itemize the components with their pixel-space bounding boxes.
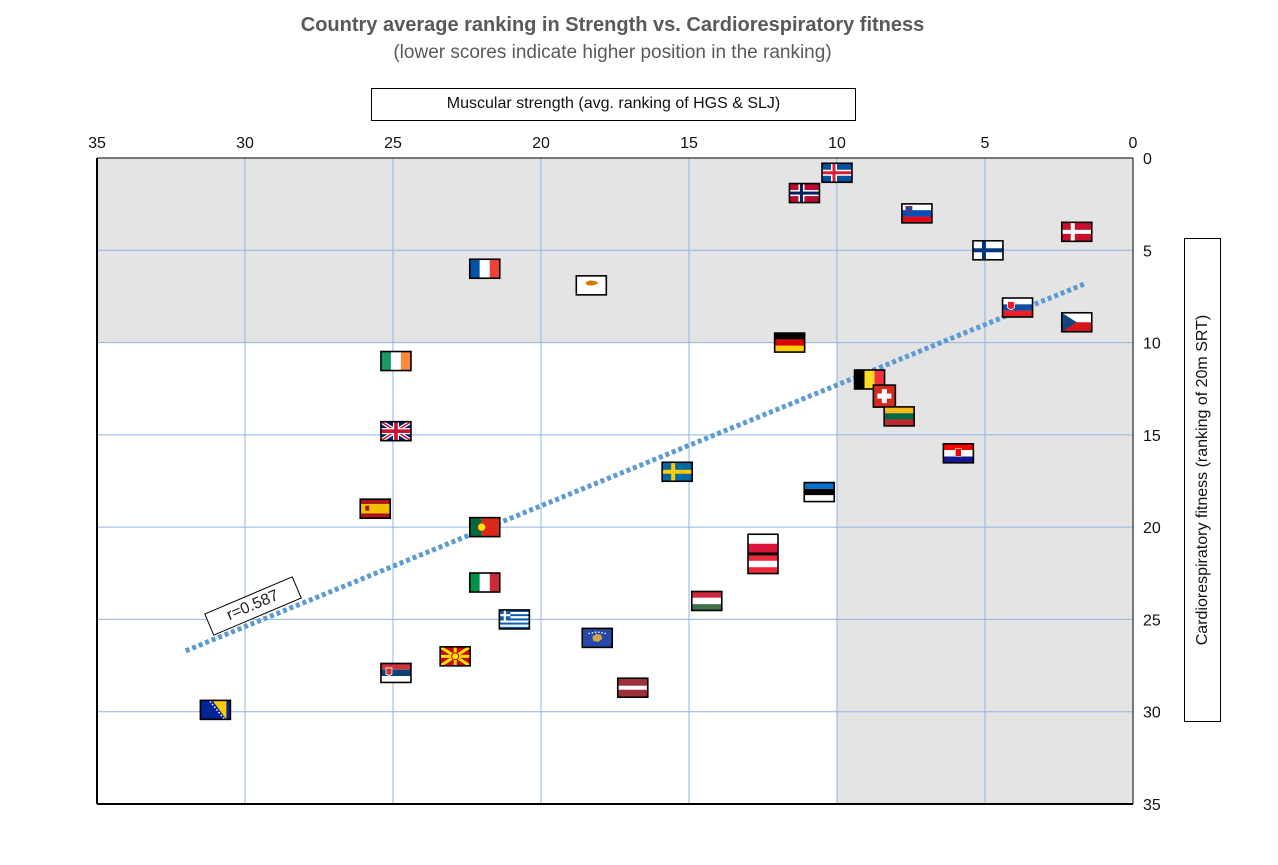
- serbia-flag: [380, 662, 412, 684]
- x-tick-label: 35: [88, 135, 106, 152]
- switzerland-flag: [872, 384, 897, 408]
- portugal-flag: [468, 516, 501, 538]
- x-tick-label: 5: [981, 135, 990, 152]
- kosovo-flag: [581, 627, 614, 649]
- czech-republic-flag: [1060, 311, 1093, 333]
- sweden-flag: [661, 461, 693, 483]
- finland-flag: [972, 239, 1004, 261]
- y-tick-label: 10: [1143, 336, 1161, 353]
- hungary-flag: [690, 590, 723, 612]
- slovakia-flag: [1001, 297, 1034, 318]
- y-tick-label: 20: [1143, 520, 1161, 537]
- latvia-flag: [616, 677, 649, 699]
- y-tick-label: 0: [1143, 151, 1152, 168]
- north-macedonia-flag: [439, 645, 471, 668]
- chart-subtitle: (lower scores indicate higher position i…: [393, 42, 832, 63]
- ireland-flag: [380, 350, 412, 372]
- austria-flag: [747, 553, 779, 575]
- y-tick-label: 15: [1143, 428, 1161, 445]
- y-tick-label: 30: [1143, 705, 1161, 722]
- germany-flag: [773, 332, 806, 353]
- croatia-flag: [942, 443, 975, 464]
- italy-flag: [468, 572, 501, 593]
- y-axis-label-box: Cardiorespiratory fitness (ranking of 20…: [1184, 238, 1221, 722]
- x-tick-label: 25: [384, 135, 402, 152]
- slovenia-flag: [901, 203, 933, 224]
- iceland-flag: [821, 162, 853, 184]
- spain-flag: [359, 498, 392, 519]
- poland-flag: [747, 533, 779, 555]
- y-tick-label: 25: [1143, 612, 1161, 629]
- x-tick-label: 30: [236, 135, 254, 152]
- trendline: [184, 281, 1087, 654]
- norway-flag: [788, 182, 821, 204]
- x-tick-label: 0: [1129, 135, 1138, 152]
- x-tick-label: 15: [680, 135, 698, 152]
- belgium-flag: [853, 369, 886, 390]
- x-tick-label: 20: [532, 135, 550, 152]
- greece-flag: [498, 609, 531, 630]
- united-kingdom-flag: [379, 419, 413, 443]
- cyprus-flag: [575, 275, 608, 296]
- estonia-flag: [803, 481, 836, 503]
- bosnia-herzegovina-flag: [199, 699, 232, 721]
- x-tick-label: 10: [828, 135, 846, 152]
- x-axis-label: Muscular strength (avg. ranking of HGS &…: [371, 88, 856, 121]
- denmark-flag: [1060, 221, 1093, 243]
- y-tick-label: 5: [1143, 243, 1152, 260]
- lithuania-flag: [883, 406, 915, 427]
- france-flag: [468, 258, 501, 280]
- y-tick-label: 35: [1143, 797, 1161, 814]
- chart-title: Country average ranking in Strength vs. …: [300, 14, 925, 36]
